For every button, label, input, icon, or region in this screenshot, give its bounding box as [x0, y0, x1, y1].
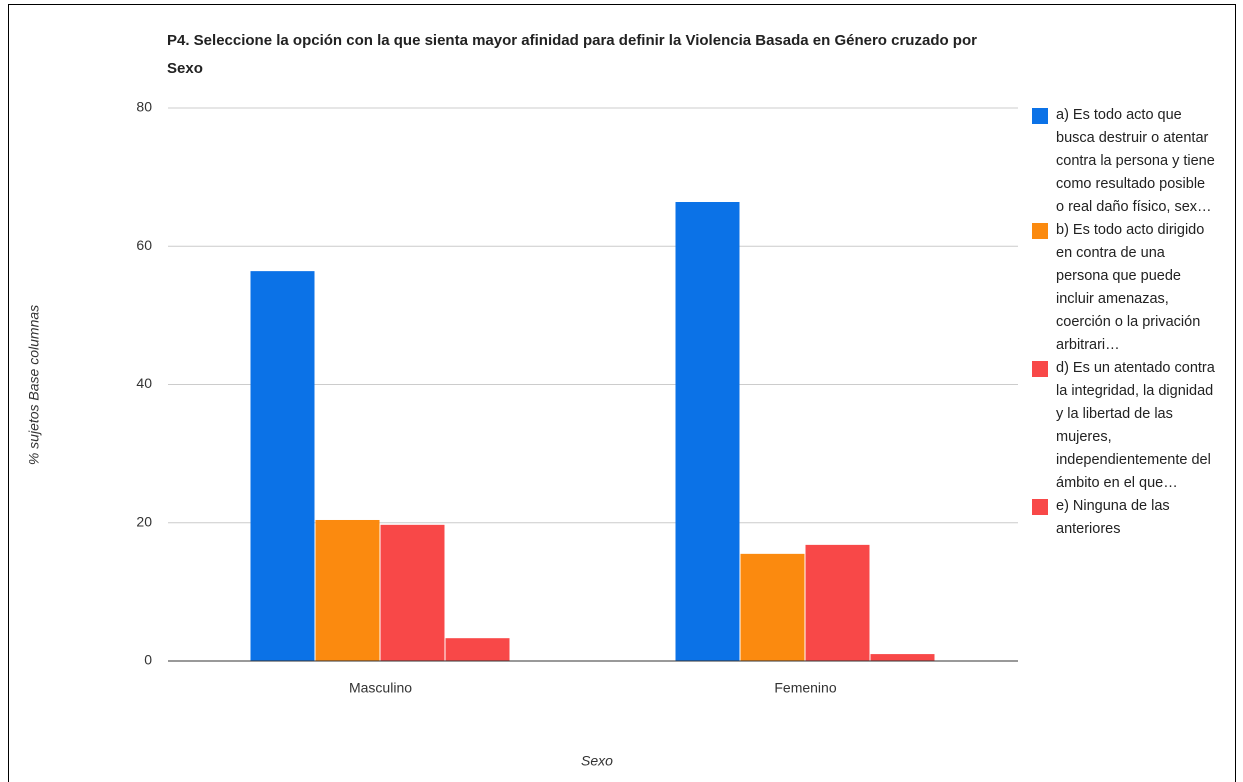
y-tick-label: 0 [144, 652, 152, 668]
bar [445, 638, 510, 661]
legend-label: e) Ninguna de las anteriores [1056, 498, 1170, 537]
bar [805, 544, 870, 661]
legend-swatch [1032, 361, 1048, 377]
legend-entry: e) Ninguna de las anteriores [1032, 495, 1222, 541]
legend-entry: b) Es todo acto dirigido en contra de un… [1032, 219, 1222, 357]
legend-label: d) Es un atentado contra la integridad, … [1056, 360, 1215, 491]
chart-title: P4. Seleccione la opción con la que sien… [167, 32, 977, 77]
legend-entry: a) Es todo acto que busca destruir o ate… [1032, 104, 1222, 219]
x-tick-label: Masculino [349, 680, 412, 696]
bar [380, 524, 445, 661]
x-axis-label: Sexo [581, 753, 613, 769]
legend-label: b) Es todo acto dirigido en contra de un… [1056, 222, 1205, 353]
y-tick-label: 20 [136, 513, 152, 529]
y-tick-label: 80 [136, 99, 152, 115]
legend-swatch [1032, 499, 1048, 515]
legend: a) Es todo acto que busca destruir o ate… [1032, 104, 1222, 541]
bar [740, 553, 805, 661]
legend-entry: d) Es un atentado contra la integridad, … [1032, 357, 1222, 495]
bar [675, 202, 740, 661]
y-tick-label: 60 [136, 237, 152, 253]
legend-label: a) Es todo acto que busca destruir o ate… [1056, 107, 1215, 215]
bar [315, 519, 380, 661]
bar [870, 654, 935, 661]
y-tick-label: 40 [136, 375, 152, 391]
legend-swatch [1032, 108, 1048, 124]
frame [8, 4, 1236, 782]
bar [250, 271, 315, 661]
y-axis-label: % sujetos Base columnas [26, 305, 42, 465]
x-tick-label: Femenino [774, 680, 836, 696]
legend-swatch [1032, 223, 1048, 239]
